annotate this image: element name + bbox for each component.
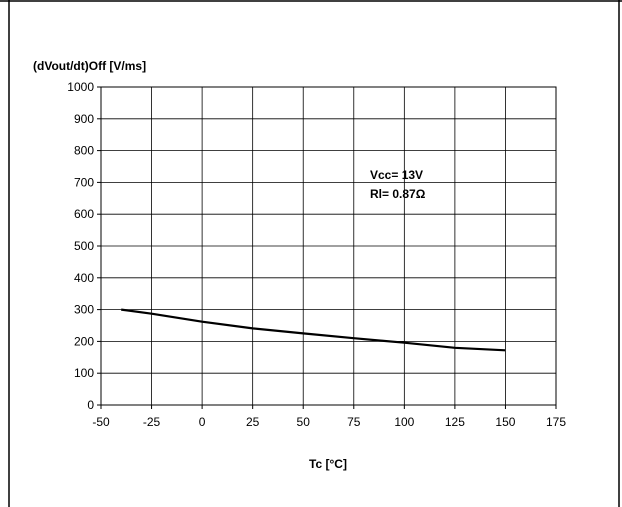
x-tick-label: 75 bbox=[347, 415, 361, 429]
x-tick-label: 150 bbox=[495, 415, 515, 429]
series-line bbox=[121, 308, 506, 352]
y-tick-label: 0 bbox=[87, 398, 94, 412]
grid-lines bbox=[100, 86, 557, 406]
x-axis-ticks: -50 -25 0 25 50 75 100 125 150 175 bbox=[92, 405, 566, 429]
y-tick-label: 800 bbox=[74, 144, 94, 158]
y-tick-label: 700 bbox=[74, 175, 94, 189]
x-tick-label: 50 bbox=[297, 415, 311, 429]
y-tick-label: 1000 bbox=[67, 80, 94, 94]
y-tick-label: 100 bbox=[74, 366, 94, 380]
annotation-vcc: Vcc= 13V bbox=[370, 168, 423, 182]
y-tick-label: 200 bbox=[74, 334, 94, 348]
x-tick-label: 0 bbox=[199, 415, 206, 429]
y-tick-label: 500 bbox=[74, 239, 94, 253]
x-tick-label: 100 bbox=[394, 415, 414, 429]
y-tick-label: 400 bbox=[74, 271, 94, 285]
y-axis-title: (dVout/dt)Off [V/ms] bbox=[33, 59, 146, 73]
y-tick-label: 600 bbox=[74, 207, 94, 221]
annotation-rl: Rl= 0.87Ω bbox=[370, 187, 426, 201]
y-tick-label: 300 bbox=[74, 303, 94, 317]
x-tick-label: -25 bbox=[143, 415, 161, 429]
x-tick-label: 125 bbox=[445, 415, 465, 429]
series-group bbox=[121, 308, 506, 352]
x-tick-label: 175 bbox=[546, 415, 566, 429]
y-tick-label: 900 bbox=[74, 112, 94, 126]
x-tick-label: -50 bbox=[92, 415, 110, 429]
x-axis-title: Tc [°C] bbox=[309, 457, 347, 471]
y-axis-ticks: 0 100 200 300 400 500 600 700 800 900 1000 bbox=[67, 80, 101, 412]
x-tick-label: 25 bbox=[246, 415, 260, 429]
